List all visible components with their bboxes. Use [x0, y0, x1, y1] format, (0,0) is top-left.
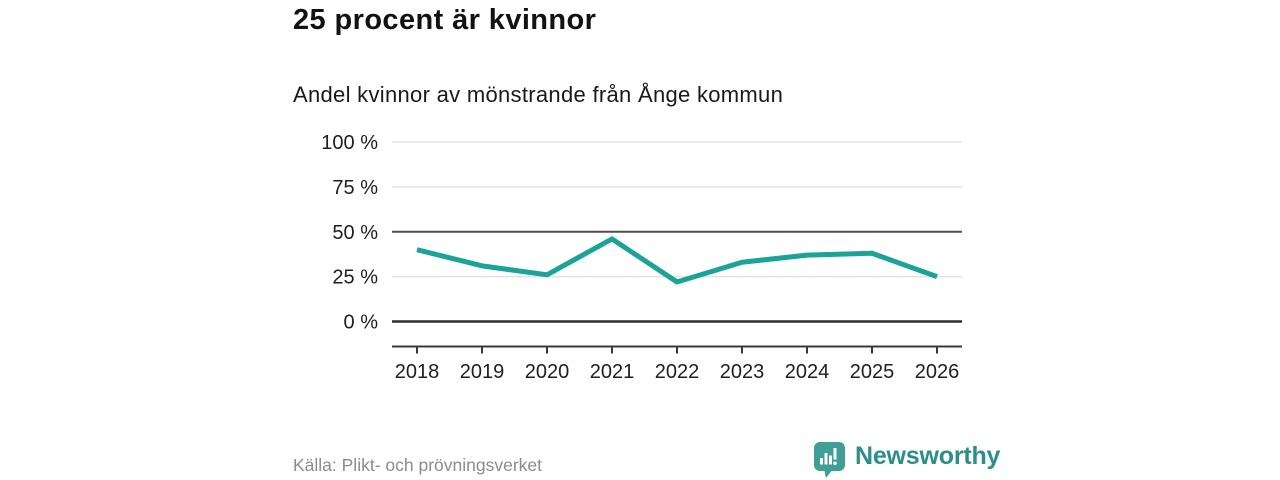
x-tick-label-2021: 2021 — [590, 361, 635, 383]
x-tick-label-2020: 2020 — [525, 361, 570, 383]
line-chart: 0 % 25 % 50 % 75 % 100 % 2018 2019 2020 2021 2022… — [321, 132, 962, 383]
newsworthy-brand: Newsworthy — [813, 441, 1000, 479]
y-tick-label-75: 75 % — [332, 177, 378, 199]
chart-title: 25 procent är kvinnor — [293, 4, 597, 36]
x-tick-label-2022: 2022 — [655, 361, 700, 383]
x-tick-label-2025: 2025 — [850, 361, 895, 383]
x-tick-label-2024: 2024 — [785, 361, 830, 383]
newsworthy-brand-name: Newsworthy — [855, 442, 1001, 470]
y-tick-label-25: 25 % — [332, 267, 378, 289]
y-tick-label-50: 50 % — [332, 222, 378, 244]
data-line — [416, 236, 938, 285]
chart-subtitle: Andel kvinnor av mönstrande från Ånge ko… — [293, 82, 784, 107]
y-tick-label-100: 100 % — [321, 132, 378, 154]
y-tick-label-0: 0 % — [344, 312, 379, 334]
x-tick-label-2018: 2018 — [395, 361, 440, 383]
newsworthy-logo-icon — [814, 442, 845, 478]
x-tick-label-2023: 2023 — [720, 361, 765, 383]
source-caption: Källa: Plikt- och prövningsverket — [293, 455, 542, 475]
x-tick-label-2019: 2019 — [460, 361, 505, 383]
x-tick-label-2026: 2026 — [915, 361, 960, 383]
